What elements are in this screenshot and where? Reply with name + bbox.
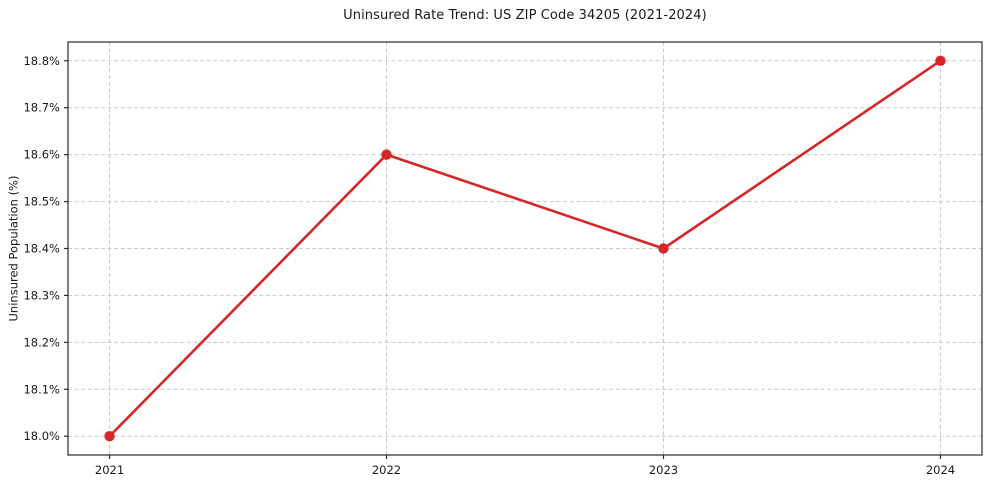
x-tick-label: 2023	[649, 463, 678, 477]
data-point	[935, 55, 946, 66]
y-tick-label: 18.8%	[23, 54, 60, 68]
y-tick-label: 18.4%	[23, 242, 60, 256]
trend-line	[108, 59, 942, 438]
chart-title: Uninsured Rate Trend: US ZIP Code 34205 …	[343, 8, 707, 23]
data-point	[104, 431, 115, 442]
x-tick-label: 2022	[372, 463, 401, 477]
x-tick-label: 2021	[95, 463, 124, 477]
y-tick-label: 18.5%	[23, 195, 60, 209]
data-point	[658, 243, 669, 254]
y-tick-label: 18.1%	[23, 382, 60, 396]
data-point	[381, 149, 392, 160]
y-axis-label: Uninsured Population (%)	[6, 175, 21, 322]
y-tick-label: 18.6%	[23, 148, 60, 162]
x-tick-label: 2024	[926, 463, 955, 477]
y-tick-label: 18.3%	[23, 288, 60, 302]
y-tick-label: 18.2%	[23, 335, 60, 349]
y-tick-label: 18.0%	[23, 429, 60, 443]
y-tick-label: 18.7%	[23, 101, 60, 115]
